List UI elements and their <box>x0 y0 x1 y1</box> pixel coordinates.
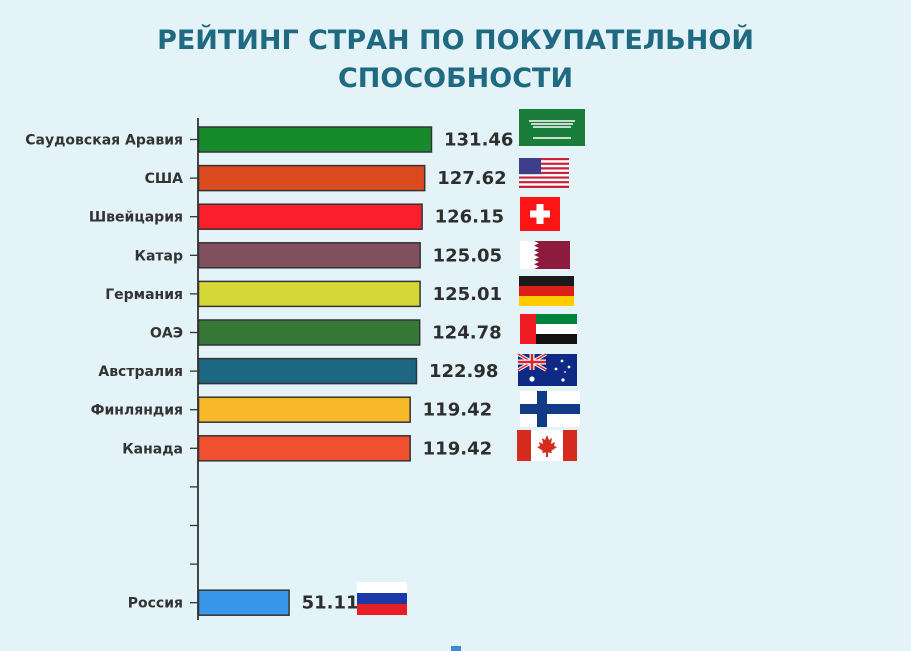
finland-flag <box>520 391 580 427</box>
usa-flag <box>519 158 569 188</box>
switzerland-flag <box>520 197 560 231</box>
chart-title: РЕЙТИНГ СТРАН ПО ПОКУПАТЕЛЬНОЙ СПОСОБНОС… <box>0 22 911 98</box>
value-label: 125.01 <box>433 284 502 305</box>
bar <box>197 280 421 308</box>
category-label: Канада <box>122 441 183 457</box>
bottom-edge-mark <box>451 646 461 651</box>
category-label: Австралия <box>98 364 183 380</box>
value-label: 124.78 <box>432 323 501 344</box>
chart-title-line-1: РЕЙТИНГ СТРАН ПО ПОКУПАТЕЛЬНОЙ <box>157 25 754 56</box>
category-label: Финляндия <box>91 403 183 419</box>
value-label: 122.98 <box>429 361 498 382</box>
uae-flag <box>520 314 577 344</box>
bar <box>197 357 418 385</box>
bar <box>197 126 433 153</box>
value-label: 125.05 <box>433 245 502 266</box>
bar <box>197 242 421 269</box>
category-label: Германия <box>105 287 183 303</box>
bar <box>197 396 411 423</box>
qatar-flag <box>520 241 570 269</box>
value-label: 131.46 <box>444 130 513 151</box>
category-label: Катар <box>135 248 183 264</box>
value-label: 51.11 <box>302 593 359 614</box>
category-label: Саудовская Аравия <box>25 133 183 149</box>
chart-title-line-2: СПОСОБНОСТИ <box>337 63 574 94</box>
bar <box>197 203 423 230</box>
category-label: ОАЭ <box>150 326 183 342</box>
saudi-arabia-flag <box>519 109 585 146</box>
category-label: США <box>145 171 184 187</box>
value-label: 119.42 <box>423 400 492 421</box>
germany-flag <box>519 276 574 306</box>
bar <box>197 164 426 192</box>
russia-flag <box>357 582 407 615</box>
value-label: 126.15 <box>435 207 504 228</box>
bar <box>197 319 421 346</box>
canada-flag <box>517 430 577 461</box>
bar <box>197 589 290 616</box>
value-label: 119.42 <box>423 438 492 459</box>
bar <box>197 435 411 462</box>
category-label: Россия <box>128 596 183 612</box>
australia-flag <box>517 352 577 386</box>
category-label: Швейцария <box>89 210 183 226</box>
value-label: 127.62 <box>437 168 506 189</box>
